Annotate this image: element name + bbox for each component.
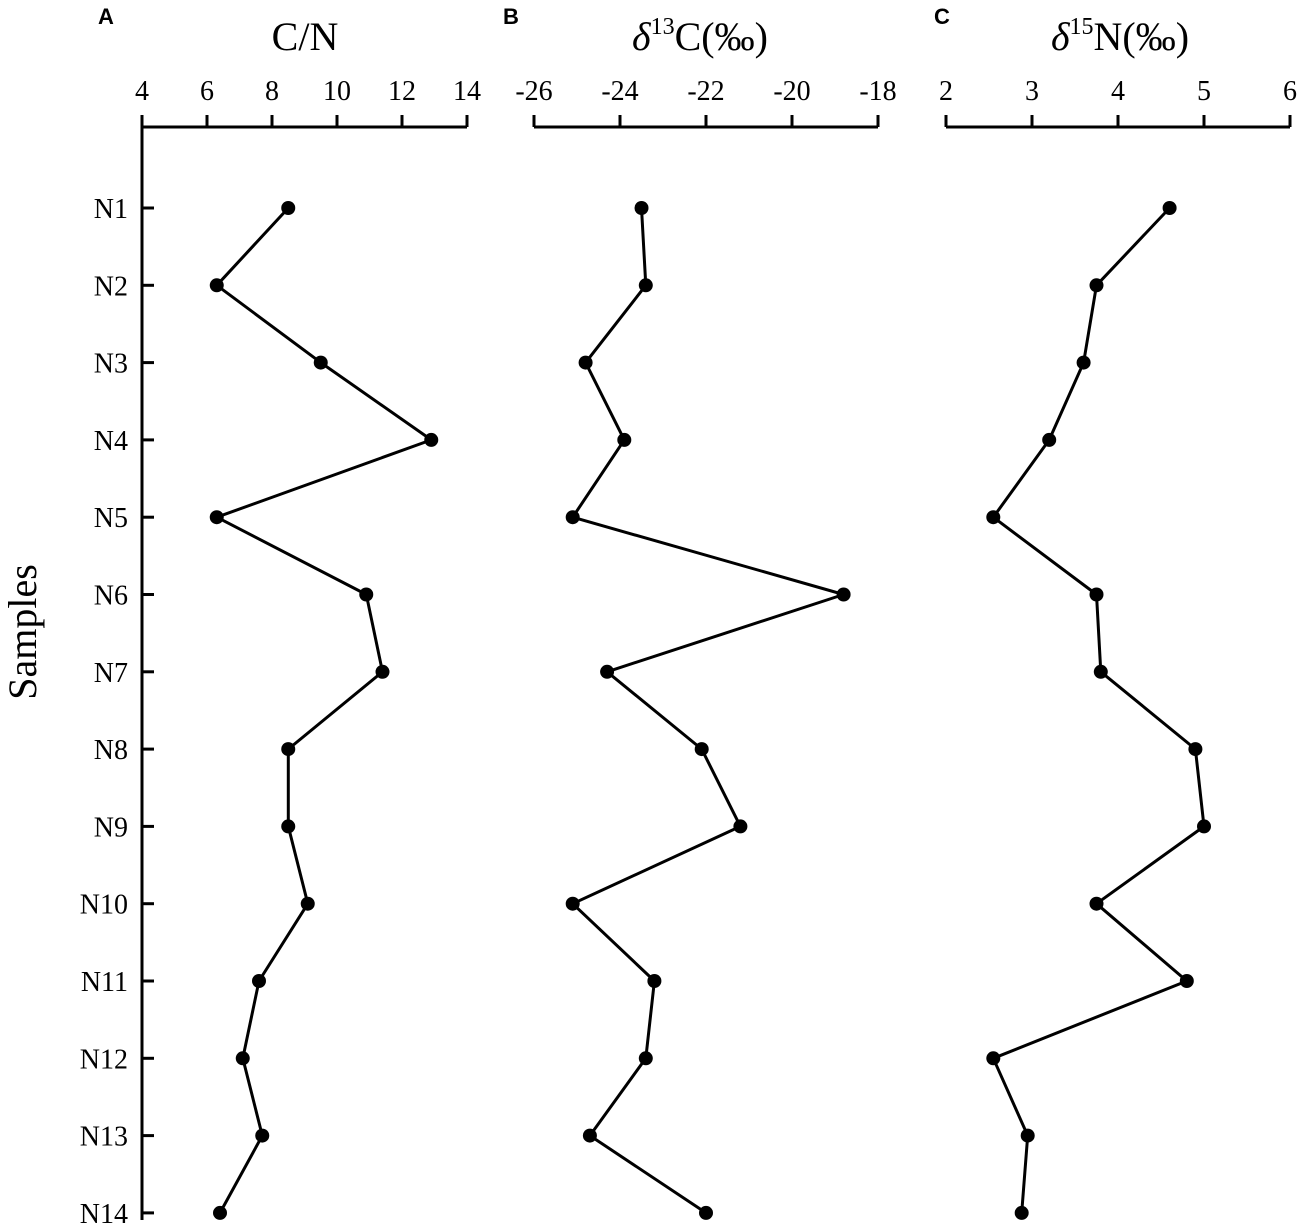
data-point-c-n14 bbox=[1014, 1205, 1029, 1220]
data-point-b-n9 bbox=[733, 819, 748, 834]
x-tick-label: 12 bbox=[388, 76, 416, 107]
data-point-a-n5 bbox=[209, 510, 224, 525]
y-tick-label-n7: N7 bbox=[94, 658, 128, 689]
data-point-b-n7 bbox=[600, 664, 615, 679]
x-tick-label: 2 bbox=[939, 76, 953, 107]
data-point-a-n6 bbox=[359, 587, 374, 602]
data-point-a-n12 bbox=[235, 1051, 250, 1066]
data-point-a-n8 bbox=[281, 742, 296, 757]
data-point-a-n7 bbox=[375, 664, 390, 679]
data-point-b-n3 bbox=[578, 355, 593, 370]
y-tick-label-n3: N3 bbox=[94, 349, 128, 380]
data-point-c-n3 bbox=[1076, 355, 1091, 370]
x-tick-label: 14 bbox=[453, 76, 481, 107]
data-point-b-n5 bbox=[565, 510, 580, 525]
data-point-b-n12 bbox=[638, 1051, 653, 1066]
data-point-a-n9 bbox=[281, 819, 296, 834]
data-point-a-n4 bbox=[424, 432, 439, 447]
y-tick-label-n5: N5 bbox=[94, 503, 128, 534]
data-point-c-n8 bbox=[1188, 742, 1203, 757]
data-point-b-n10 bbox=[565, 896, 580, 911]
data-point-c-n7 bbox=[1093, 664, 1108, 679]
x-tick-label: -22 bbox=[687, 76, 724, 107]
x-tick-label: 6 bbox=[1283, 76, 1297, 107]
panel-a: A C/N 4 6 8 10 12 14 bbox=[98, 4, 481, 1220]
data-point-c-n9 bbox=[1197, 819, 1211, 834]
x-tick-label: 4 bbox=[1111, 76, 1125, 107]
y-tick-label-n9: N9 bbox=[94, 812, 128, 843]
data-point-a-n3 bbox=[313, 355, 328, 370]
data-point-a-n1 bbox=[281, 201, 296, 215]
y-tick-label-n8: N8 bbox=[94, 735, 128, 766]
y-tick-label-n4: N4 bbox=[94, 426, 128, 457]
data-point-c-n2 bbox=[1089, 278, 1104, 293]
y-tick-label-n11: N11 bbox=[81, 967, 128, 998]
data-point-c-n10 bbox=[1089, 896, 1104, 911]
y-tick-label-n1: N1 bbox=[94, 194, 128, 225]
x-tick-label: -20 bbox=[773, 76, 810, 107]
panel-letter-c: C bbox=[934, 4, 950, 29]
data-point-a-n13 bbox=[255, 1128, 270, 1143]
data-point-a-n2 bbox=[209, 278, 224, 293]
panel-title-b: δ13C(‰) bbox=[632, 14, 768, 59]
x-tick-label: 3 bbox=[1025, 76, 1039, 107]
panel-title-c: δ15N(‰) bbox=[1051, 14, 1189, 59]
data-point-c-n5 bbox=[986, 510, 1001, 525]
y-tick-label-n2: N2 bbox=[94, 271, 128, 302]
panel-title-a: C/N bbox=[272, 14, 339, 59]
data-point-c-n11 bbox=[1179, 974, 1194, 988]
x-tick-label: 6 bbox=[200, 76, 214, 107]
y-tick-label-n6: N6 bbox=[94, 581, 128, 612]
panel-letter-a: A bbox=[98, 4, 114, 29]
x-tick-label: 8 bbox=[265, 76, 279, 107]
x-tick-label: -24 bbox=[601, 76, 638, 107]
data-point-b-n4 bbox=[617, 432, 632, 447]
x-tick-label: 5 bbox=[1197, 76, 1211, 107]
data-point-c-n13 bbox=[1020, 1128, 1035, 1143]
data-point-c-n6 bbox=[1089, 587, 1104, 602]
panel-letter-b: B bbox=[503, 4, 519, 29]
data-point-b-n1 bbox=[634, 201, 649, 215]
data-point-b-n11 bbox=[647, 974, 662, 988]
y-tick-label-n13: N13 bbox=[80, 1122, 128, 1153]
x-tick-label: -18 bbox=[859, 76, 896, 107]
data-point-c-n4 bbox=[1042, 432, 1057, 447]
x-tick-label: -26 bbox=[515, 76, 552, 107]
data-point-b-n6 bbox=[836, 587, 851, 602]
x-tick-label: 4 bbox=[135, 76, 149, 107]
series-line-b bbox=[571, 207, 846, 1215]
x-tick-label: 10 bbox=[323, 76, 351, 107]
data-point-a-n10 bbox=[300, 896, 315, 911]
data-point-b-n8 bbox=[694, 742, 709, 757]
data-point-c-n12 bbox=[986, 1051, 1001, 1066]
data-point-b-n13 bbox=[582, 1128, 597, 1143]
y-tick-label-n12: N12 bbox=[80, 1044, 128, 1075]
y-axis-label: Samples bbox=[0, 564, 45, 700]
y-tick-label-n14: N14 bbox=[80, 1199, 128, 1225]
series-line-c bbox=[991, 206, 1206, 1214]
data-point-a-n11 bbox=[252, 974, 266, 988]
data-point-c-n1 bbox=[1162, 201, 1177, 215]
y-tick-label-n10: N10 bbox=[80, 890, 128, 921]
panels-group: N1 N2 N3 N4 N5 N6 N7 N8 N9 N10 N11 N12 N13 N14 A C/N 4 6 8… bbox=[80, 4, 1297, 1225]
data-point-a-n14 bbox=[213, 1205, 227, 1220]
data-point-b-n2 bbox=[638, 278, 653, 293]
data-point-b-n14 bbox=[699, 1205, 713, 1220]
series-line-a bbox=[215, 206, 433, 1214]
